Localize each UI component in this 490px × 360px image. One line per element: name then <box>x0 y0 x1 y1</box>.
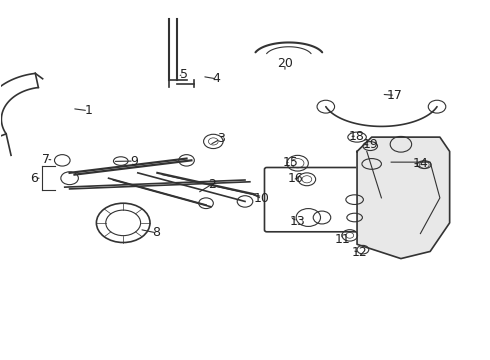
Text: 7: 7 <box>42 153 50 166</box>
Text: 20: 20 <box>277 57 293 71</box>
Text: 18: 18 <box>349 130 365 143</box>
Text: 2: 2 <box>208 178 216 191</box>
Text: 19: 19 <box>363 139 379 152</box>
Text: 15: 15 <box>283 156 299 168</box>
Text: 16: 16 <box>287 172 303 185</box>
Text: 10: 10 <box>254 193 270 206</box>
Text: 4: 4 <box>213 72 220 85</box>
Text: 8: 8 <box>152 226 160 239</box>
Text: 11: 11 <box>335 233 350 246</box>
Text: 6: 6 <box>30 172 38 185</box>
Text: 3: 3 <box>217 132 224 145</box>
Text: 14: 14 <box>413 157 428 170</box>
Text: 1: 1 <box>84 104 92 117</box>
Text: 12: 12 <box>352 246 368 259</box>
Text: 17: 17 <box>387 89 403 102</box>
Text: 13: 13 <box>290 215 305 228</box>
Polygon shape <box>357 137 450 258</box>
Text: 9: 9 <box>130 154 138 167</box>
Text: 5: 5 <box>180 68 188 81</box>
